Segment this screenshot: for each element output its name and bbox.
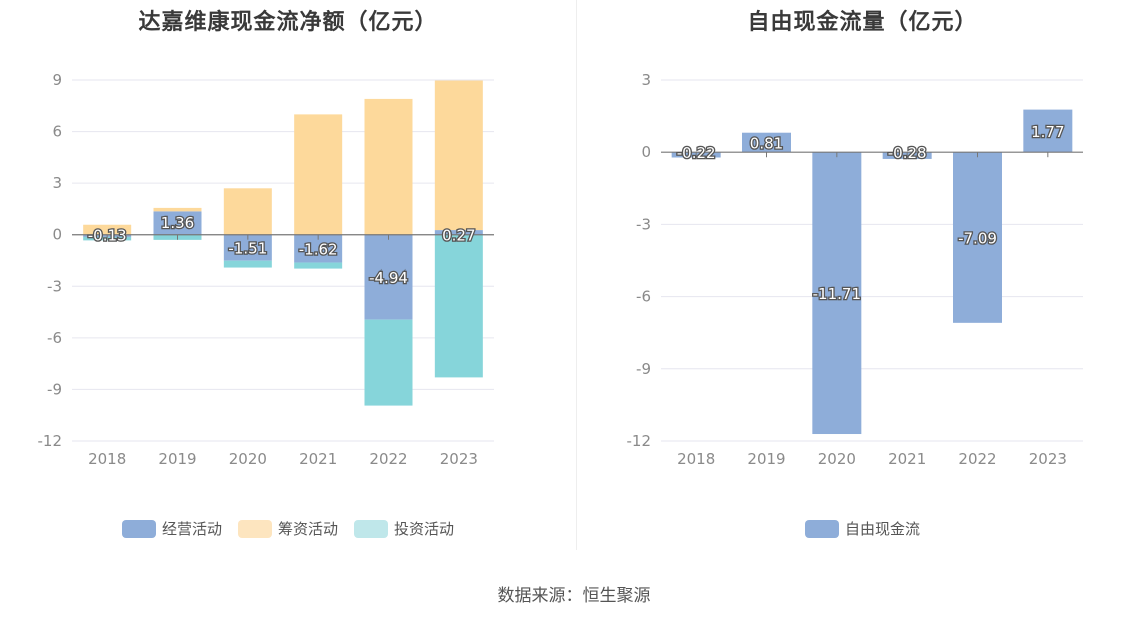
x-tick-label: 2020 [229, 450, 267, 468]
bar-financing-2023[interactable] [434, 80, 483, 231]
free-cashflow-chart-panel: 自由现金流量（亿元） 3 0 -3 -6 -9 -12 2018 2019 2020 2021 20… [577, 0, 1148, 550]
x-tick-label: 2023 [440, 450, 478, 468]
panel-divider [576, 0, 577, 550]
bar-investing-2020[interactable] [223, 260, 272, 268]
legend-label-investing: 投资活动 [394, 520, 455, 538]
legend-swatch-investing [354, 519, 388, 538]
data-label: 1.36 [161, 214, 194, 232]
y-tick-label: 3 [52, 174, 62, 192]
y-tick-label: -6 [636, 288, 651, 306]
data-label: -0.28 [888, 144, 927, 162]
bars [83, 80, 483, 406]
data-label: -7.09 [958, 230, 997, 248]
y-tick-label: -3 [636, 215, 651, 233]
legend-item-financing[interactable]: 筹资活动 [237, 518, 338, 539]
bar-financing-2021[interactable] [294, 114, 343, 235]
legend-swatch-fcf [804, 519, 839, 538]
bars [671, 109, 1073, 435]
data-label: -11.71 [813, 285, 861, 303]
bar-investing-2023[interactable] [434, 234, 483, 378]
y-tick-label: 9 [52, 71, 62, 89]
legend: 自由现金流 [577, 518, 1148, 539]
x-tick-label: 2021 [299, 450, 337, 468]
bar-investing-2022[interactable] [364, 319, 413, 406]
x-tick-label: 2022 [958, 450, 996, 468]
x-tick-label: 2021 [888, 450, 926, 468]
bar-fcf-2022[interactable] [953, 152, 1002, 323]
bar-fcf-2019[interactable] [742, 132, 791, 153]
chart-title: 达嘉维康现金流净额（亿元） [138, 10, 438, 35]
y-tick-label: -9 [47, 380, 62, 398]
legend-label-financing: 筹资活动 [277, 520, 338, 538]
data-label: 1.77 [1031, 123, 1064, 141]
y-tick-label: 6 [52, 123, 62, 141]
y-tick-label: 0 [52, 226, 62, 244]
data-label: -4.94 [369, 269, 408, 287]
legend: 经营活动 筹资活动 投资活动 [0, 518, 576, 539]
chart-title: 自由现金流量（亿元） [747, 10, 978, 35]
legend-item-investing[interactable]: 投资活动 [354, 518, 454, 539]
legend-item-fcf[interactable]: 自由现金流 [804, 518, 920, 539]
x-tick-label: 2018 [88, 450, 126, 468]
y-tick-label: -6 [47, 329, 62, 347]
legend-label-operating: 经营活动 [161, 520, 222, 538]
x-tick-label: 2019 [747, 450, 785, 468]
data-label: -0.22 [677, 144, 716, 162]
legend-swatch-operating [121, 519, 156, 538]
y-tick-label: 0 [641, 143, 651, 161]
bar-investing-2021[interactable] [294, 262, 343, 269]
y-tick-label: -9 [636, 360, 651, 378]
data-label: -1.51 [228, 240, 267, 258]
bar-operating-2023[interactable] [434, 230, 483, 235]
x-tick-label: 2020 [818, 450, 856, 468]
y-tick-label: -12 [38, 432, 63, 450]
bar-financing-2019[interactable] [153, 207, 202, 212]
x-tick-label: 2018 [677, 450, 715, 468]
free-cashflow-chart: 3 0 -3 -6 -9 -12 2018 2019 2020 2021 2022 2023 -0.22… [627, 71, 1083, 468]
data-label: 0.27 [442, 227, 475, 245]
bar-operating-2019[interactable] [153, 211, 202, 235]
bar-operating-2022[interactable] [364, 234, 413, 320]
bar-financing-2022[interactable] [364, 98, 413, 235]
x-tick-label: 2019 [158, 450, 196, 468]
data-label: 0.81 [750, 134, 783, 152]
legend-item-operating[interactable]: 经营活动 [121, 518, 222, 539]
x-tick-label: 2022 [369, 450, 407, 468]
legend-swatch-financing [237, 519, 272, 538]
bar-financing-2020[interactable] [223, 188, 272, 235]
bar-financing-2018[interactable] [83, 224, 132, 235]
data-label: -1.62 [299, 241, 338, 259]
legend-label-fcf: 自由现金流 [844, 520, 920, 538]
data-label: -0.13 [88, 227, 127, 245]
y-tick-label: 3 [641, 71, 651, 89]
cashflow-net-chart: 9 6 3 0 -3 -6 -9 -12 2018 2019 2020 2021 2022 2023 -0.… [38, 71, 494, 468]
y-tick-label: -3 [47, 277, 62, 295]
data-source-note: 数据来源：恒生聚源 [497, 586, 651, 606]
y-tick-label: -12 [627, 432, 652, 450]
bar-fcf-2023[interactable] [1023, 109, 1073, 153]
cashflow-net-chart-panel: 达嘉维康现金流净额（亿元） 9 6 3 0 -3 -6 -9 -12 2018 2019 2020 2… [0, 0, 576, 550]
bar-fcf-2020[interactable] [812, 152, 862, 435]
x-tick-label: 2023 [1029, 450, 1067, 468]
